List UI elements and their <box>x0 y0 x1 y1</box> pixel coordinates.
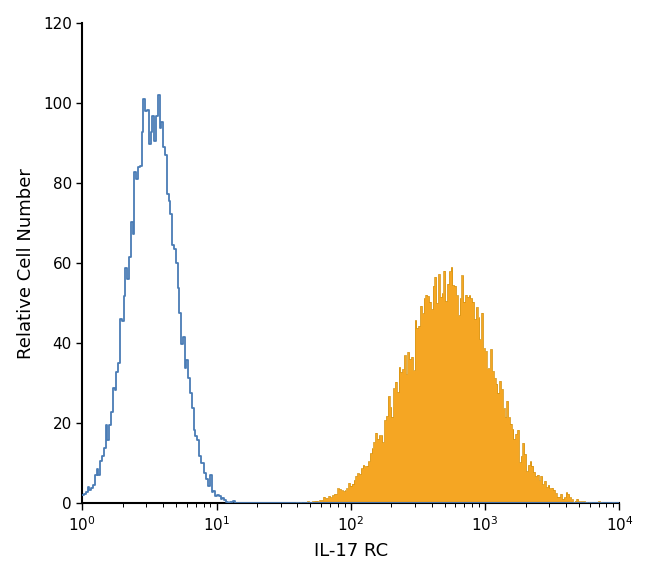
X-axis label: IL-17 RC: IL-17 RC <box>314 542 388 560</box>
Y-axis label: Relative Cell Number: Relative Cell Number <box>17 168 34 358</box>
